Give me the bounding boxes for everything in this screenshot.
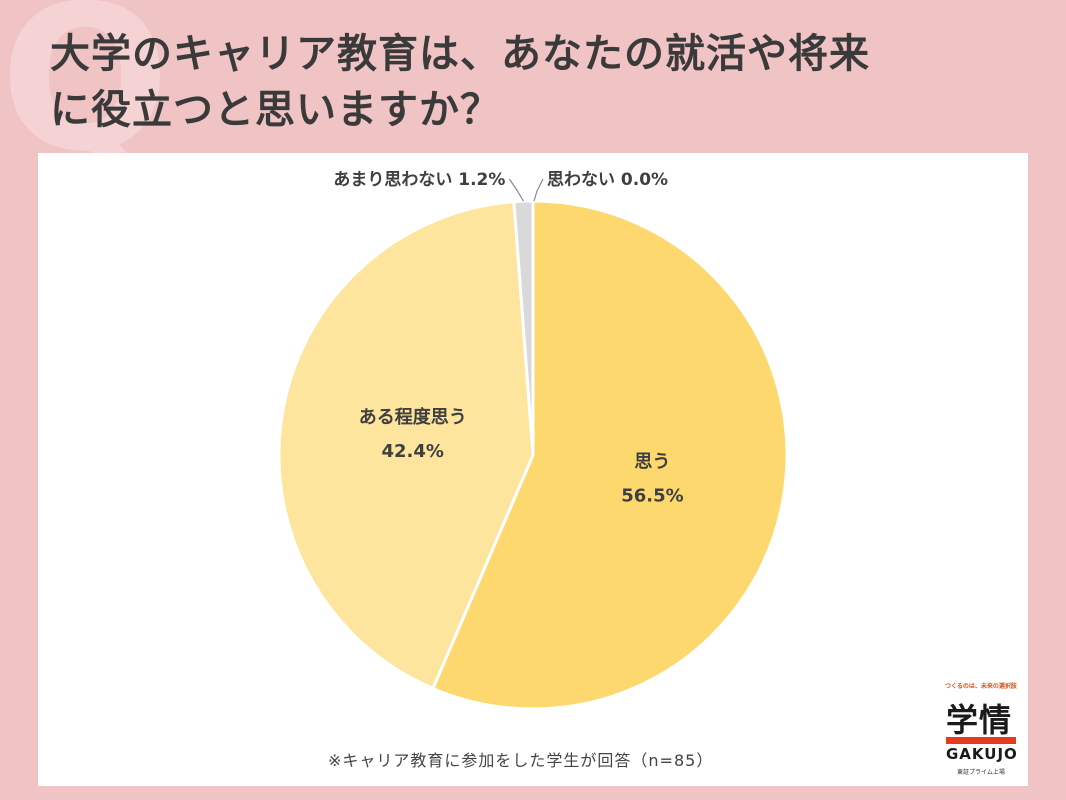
title-line-2: に役立つと思いますか？ (50, 87, 501, 133)
logo-subtitle: 東証プライム上場 (957, 769, 1005, 776)
footnote: ※キャリア教育に参加をした学生が回答（n=85） (328, 751, 714, 770)
slice-label-omou: 思う (634, 452, 670, 473)
pie-slice-aru-teido-omou (277, 200, 535, 691)
pie-chart: 思う 56.5% ある程度思う 42.4% あまり思わない 1.2% 思わない 0.0% (277, 170, 789, 711)
title-line-1: 大学のキャリア教育は、あなたの就活や将来 (50, 31, 870, 77)
leader-line-omowanai (533, 178, 544, 202)
logo-wordmark: GAKUJO (946, 745, 1018, 763)
page-title: 大学のキャリア教育は、あなたの就活や将来 に役立つと思いますか？ (50, 26, 1030, 138)
slice-outer-label-omowanai: 思わない 0.0% (547, 170, 668, 190)
slice-outer-label-amari-omowanai: あまり思わない 1.2% (333, 170, 505, 190)
decorative-q-mark: Q (0, 0, 171, 196)
slice-value-omou: 56.5% (621, 486, 683, 507)
leader-line-amari-omowanai (508, 178, 524, 202)
slice-value-aru-teido-omou: 42.4% (382, 441, 444, 462)
logo-kanji: 学情 (946, 701, 1013, 739)
pie-slice-omou (430, 199, 789, 711)
logo-bar (946, 737, 1016, 744)
chart-card: 思う 56.5% ある程度思う 42.4% あまり思わない 1.2% 思わない 0.0% … (38, 153, 1028, 786)
slice-label-aru-teido-omou: ある程度思う (359, 406, 467, 428)
gakujo-logo: つくるのは、未来の選択肢 学情 GAKUJO 東証プライム上場 (938, 681, 1024, 781)
logo-tagline: つくるのは、未来の選択肢 (945, 683, 1017, 690)
